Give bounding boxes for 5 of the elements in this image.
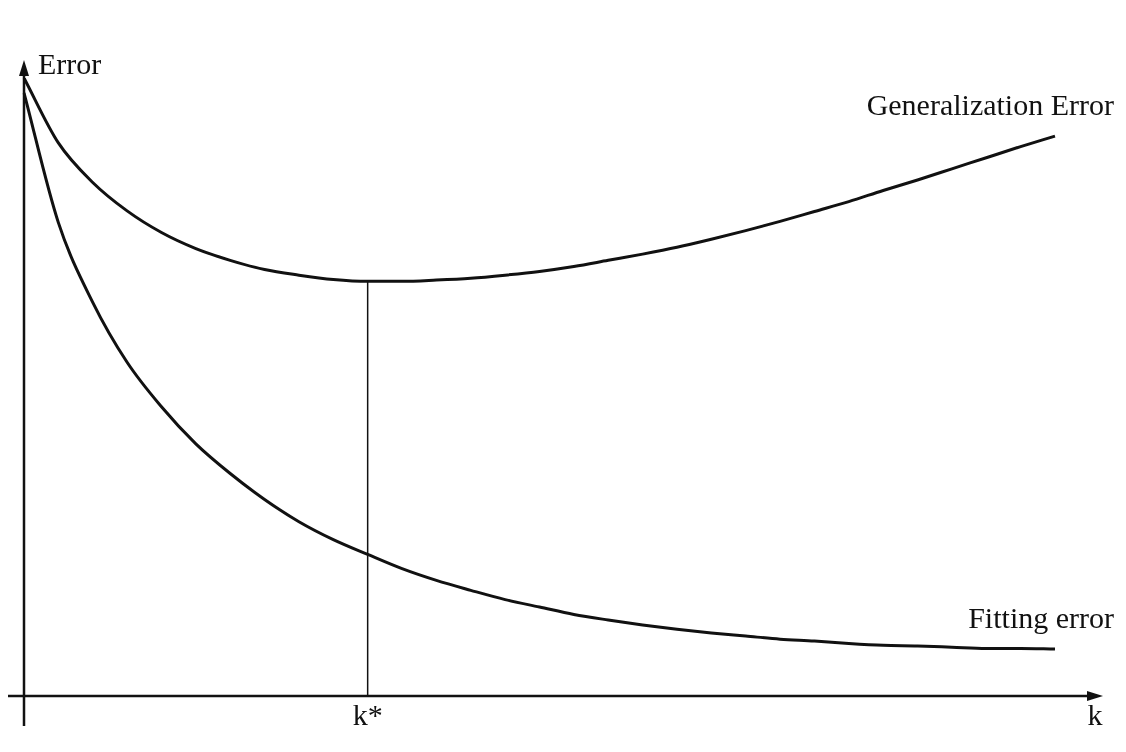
text: k* bbox=[352, 697, 383, 731]
x-axis-title: k bbox=[1087, 697, 1103, 731]
series-label: Generalization Error bbox=[866, 87, 1114, 121]
series-label: Fitting error bbox=[968, 600, 1115, 634]
y-axis-title: Error bbox=[38, 46, 102, 80]
